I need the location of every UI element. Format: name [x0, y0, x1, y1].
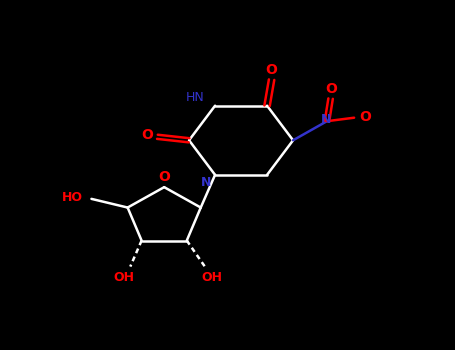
Text: HO: HO — [62, 191, 83, 204]
Text: N: N — [320, 113, 331, 126]
Text: O: O — [158, 170, 170, 184]
Text: N: N — [201, 176, 211, 189]
Text: OH: OH — [113, 271, 134, 284]
Text: O: O — [326, 82, 338, 96]
Text: O: O — [359, 110, 371, 124]
Text: OH: OH — [201, 271, 222, 284]
Text: O: O — [266, 63, 278, 77]
Text: O: O — [142, 128, 153, 142]
Text: HN: HN — [185, 91, 204, 104]
